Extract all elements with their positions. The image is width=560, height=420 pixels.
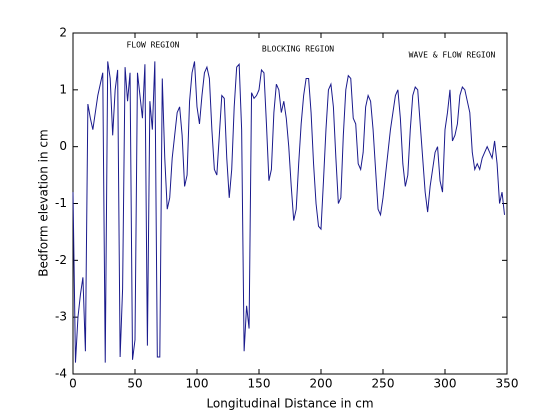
x-tick-label: 150	[248, 377, 271, 391]
y-tick-label: -4	[55, 367, 67, 381]
x-tick-label: 200	[310, 377, 333, 391]
plot-frame	[72, 32, 508, 375]
y-tick-label: -3	[55, 310, 67, 324]
y-tick-label: 0	[59, 139, 67, 153]
annotation: BLOCKING REGION	[262, 45, 334, 54]
y-tick-label: -2	[55, 253, 67, 267]
x-tick-label: 0	[69, 377, 77, 391]
x-tick-label: 50	[127, 377, 142, 391]
y-tick-label: 2	[59, 26, 67, 40]
annotation: FLOW REGION	[127, 41, 180, 50]
data-line	[72, 61, 506, 363]
x-axis-label: Longitudinal Distance in cm	[206, 397, 373, 411]
x-tick-label: 250	[372, 377, 395, 391]
y-tick-label: 1	[59, 82, 67, 96]
annotation: WAVE & FLOW REGION	[409, 51, 496, 60]
y-tick-label: -1	[55, 196, 67, 210]
x-tick-label: 100	[186, 377, 209, 391]
y-axis-label: Bedform elevation in cm	[37, 129, 51, 276]
x-tick-label: 350	[496, 377, 519, 391]
x-tick-label: 300	[434, 377, 457, 391]
